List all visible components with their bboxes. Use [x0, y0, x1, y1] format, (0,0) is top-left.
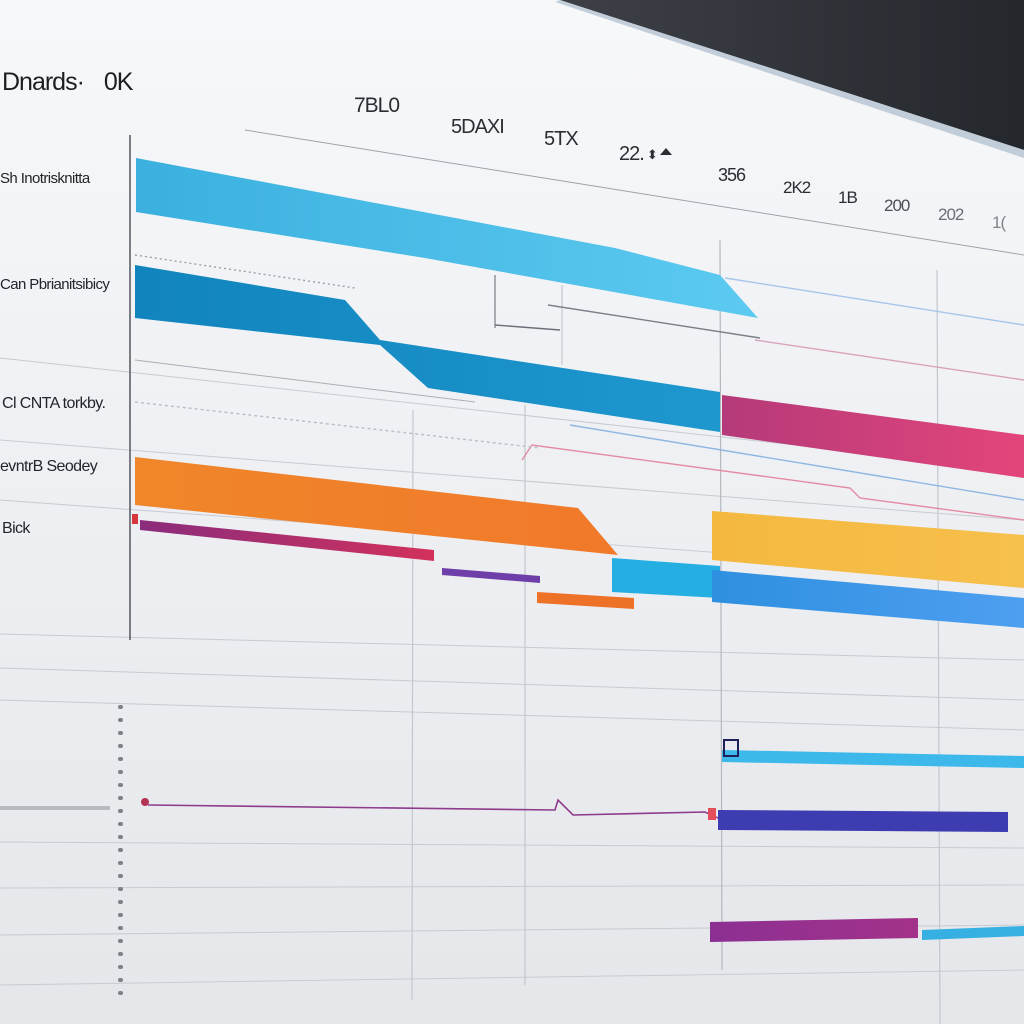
bar-orange-thin[interactable] — [537, 592, 634, 609]
ruler-tick — [118, 874, 123, 878]
column-header-10[interactable]: 1( — [992, 213, 1006, 232]
grid-line — [0, 633, 1024, 661]
ruler-tick — [118, 718, 123, 722]
ruler-tick — [118, 926, 123, 930]
app-title: Dnards· 0K — [2, 68, 134, 97]
ruler-tick — [118, 744, 123, 748]
column-header-4-label: 22. — [619, 143, 645, 165]
dependency-lines — [0, 254, 1024, 819]
bar-magenta[interactable] — [722, 395, 1024, 478]
milestone-marker[interactable] — [141, 798, 149, 806]
bar-purple-thin[interactable] — [442, 568, 540, 583]
column-header-2[interactable]: 5DAXI — [451, 116, 505, 138]
column-header-1[interactable]: 7BL0 — [354, 94, 400, 117]
bar-orange[interactable] — [135, 457, 618, 555]
dependency-line — [134, 401, 541, 449]
sort-icon[interactable]: ⬍ — [646, 146, 658, 162]
milestone-marker[interactable] — [132, 514, 138, 524]
ruler-tick — [118, 770, 123, 774]
dependency-line — [134, 254, 356, 289]
dependency-line — [724, 277, 1024, 326]
grid-line — [244, 129, 1024, 256]
bar-violet[interactable] — [710, 918, 918, 942]
sort-arrow-icon — [660, 148, 672, 155]
ruler-tick — [118, 822, 123, 826]
ruler-tick — [118, 848, 123, 852]
row-label-3[interactable]: Cl CNTA torkby. — [2, 395, 106, 412]
dependency-line — [569, 424, 1024, 501]
monitor-bezel — [320, 0, 1024, 150]
grid-column-line — [719, 239, 723, 971]
milestone-marker[interactable] — [708, 808, 716, 820]
grid-line — [134, 359, 476, 403]
bar-indigo[interactable] — [718, 810, 1008, 832]
ruler-tick — [118, 809, 123, 813]
grid-line — [0, 667, 1024, 701]
row-label-2[interactable]: Can Pbrianitsibicy — [0, 276, 110, 293]
grid-line — [0, 439, 1024, 521]
column-header-9[interactable]: 202 — [938, 205, 964, 224]
app-title-text: Dnards· — [2, 68, 85, 96]
dependency-line — [754, 339, 1024, 381]
ruler-tick — [118, 796, 123, 800]
ruler-tick — [118, 757, 123, 761]
dependency-line — [521, 444, 1024, 521]
bar-blue-2[interactable] — [135, 265, 720, 432]
ruler-tick — [118, 991, 123, 995]
ruler-tick — [118, 861, 123, 865]
column-header-4[interactable]: 22. ⬍ — [619, 143, 658, 166]
milestone-markers — [132, 148, 739, 820]
row-label-4[interactable]: evntrB Seodey — [0, 458, 98, 475]
gantt-bars — [135, 158, 1024, 942]
bar-cyan[interactable] — [612, 558, 720, 598]
ruler-tick — [118, 939, 123, 943]
ruler-tick — [118, 913, 123, 917]
bar-yellow[interactable] — [712, 511, 1024, 588]
dependency-line — [494, 324, 561, 331]
row-label-5[interactable]: Bick — [2, 520, 30, 537]
ruler-tick — [118, 705, 123, 709]
grid-line — [0, 699, 1024, 731]
row-label-1[interactable]: Sh Inotrisknitta — [0, 170, 90, 187]
grid-column-line — [936, 269, 941, 1024]
column-header-6[interactable]: 2K2 — [783, 178, 811, 197]
column-header-7[interactable]: 1B — [838, 188, 858, 207]
ruler-tick — [118, 835, 123, 839]
ruler-tick — [118, 783, 123, 787]
ruler-tick — [118, 965, 123, 969]
ruler-tick — [118, 900, 123, 904]
bar-crimson-thin[interactable] — [140, 520, 434, 561]
milestone-marker[interactable] — [723, 739, 739, 757]
scroll-ruler — [118, 705, 123, 995]
bar-azure[interactable] — [712, 570, 1024, 628]
column-header-3[interactable]: 5TX — [544, 128, 579, 150]
ruler-tick — [118, 887, 123, 891]
bar-blue-1[interactable] — [136, 158, 758, 318]
bar-cyan-thin[interactable] — [722, 750, 1024, 768]
column-header-5[interactable]: 356 — [718, 165, 746, 185]
zoom-level[interactable]: 0K — [103, 68, 134, 96]
bar-cyan-thin-2[interactable] — [922, 926, 1024, 940]
grid-line — [0, 841, 1024, 849]
ruler-tick — [118, 952, 123, 956]
monitor-bezel-edge — [555, 0, 1024, 158]
dependency-line — [147, 798, 719, 819]
grid-line — [0, 969, 1024, 986]
grid-line — [0, 884, 1024, 889]
dependency-line — [547, 304, 761, 339]
ruler-tick — [118, 731, 123, 735]
column-header-8[interactable]: 200 — [884, 196, 910, 215]
ruler-tick — [118, 978, 123, 982]
